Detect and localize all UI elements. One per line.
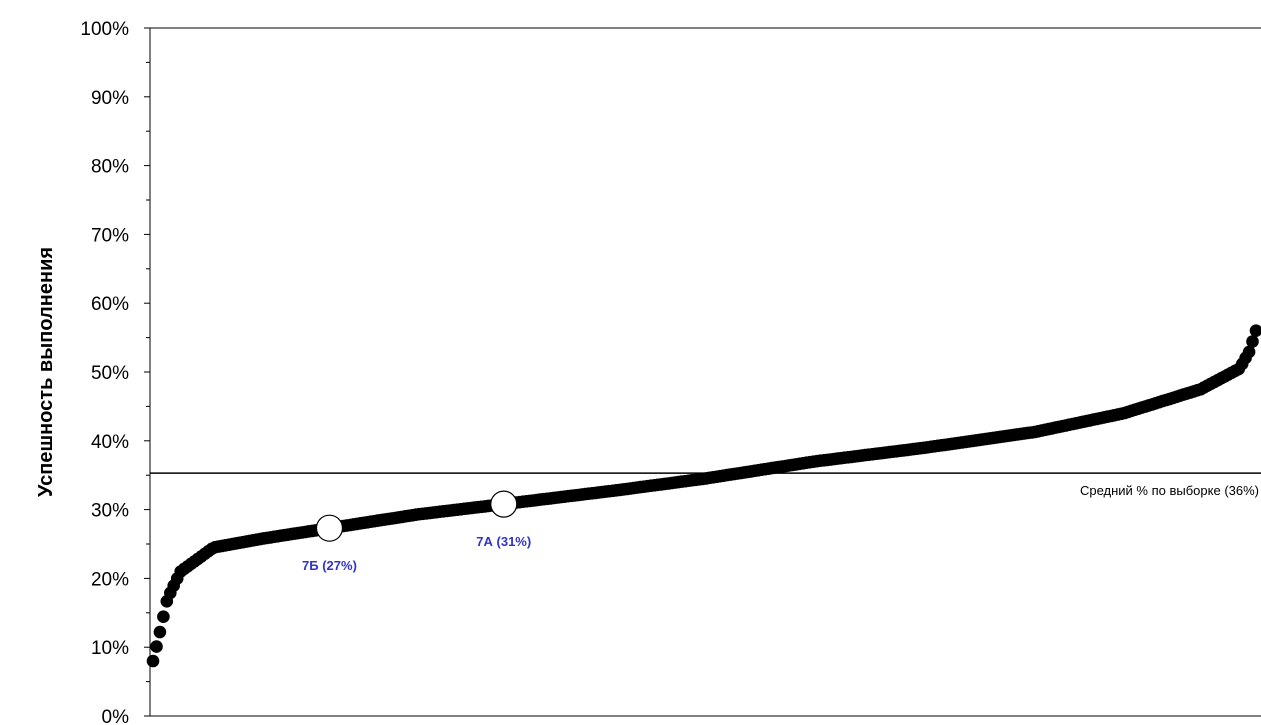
reference-line-group: Средний % по выборке (36%) [150, 472, 1261, 498]
data-point [146, 654, 160, 668]
y-axis-minor-ticks [146, 61, 150, 683]
y-tick-label: 20% [91, 569, 129, 590]
y-tick-label: 30% [91, 501, 129, 522]
highlighted-points: 7Б (27%) 7А (31%) [302, 490, 531, 573]
highlight-marker [490, 490, 518, 518]
y-tick-label: 70% [91, 225, 129, 246]
y-axis-label: Успешность выполнения [35, 247, 57, 497]
highlight-label: 7А (31%) [476, 534, 531, 549]
data-point [153, 625, 167, 639]
data-point [150, 640, 163, 653]
data-point [157, 610, 170, 623]
y-tick-label: 0% [102, 707, 130, 725]
highlight-label: 7Б (27%) [302, 558, 357, 573]
y-axis-tick-labels: 0% 10% 20% 30% 40% 50% 60% 70% 80% 90% 100% [80, 19, 129, 725]
highlight-marker [315, 514, 344, 542]
y-tick-label: 90% [91, 88, 129, 109]
mean-reference-label: Средний % по выборке (36%) [1080, 483, 1259, 498]
data-point [1246, 335, 1259, 348]
y-axis-ticks [144, 27, 150, 717]
y-tick-label: 40% [91, 432, 129, 453]
data-points [146, 324, 1261, 668]
data-point [1249, 324, 1261, 337]
y-tick-label: 10% [91, 638, 129, 659]
data-point [1242, 345, 1256, 359]
y-tick-label: 80% [91, 157, 129, 178]
y-tick-label: 60% [91, 294, 129, 315]
y-tick-label: 50% [91, 363, 129, 384]
y-tick-label: 100% [80, 19, 129, 40]
plot-frame [149, 27, 1261, 717]
